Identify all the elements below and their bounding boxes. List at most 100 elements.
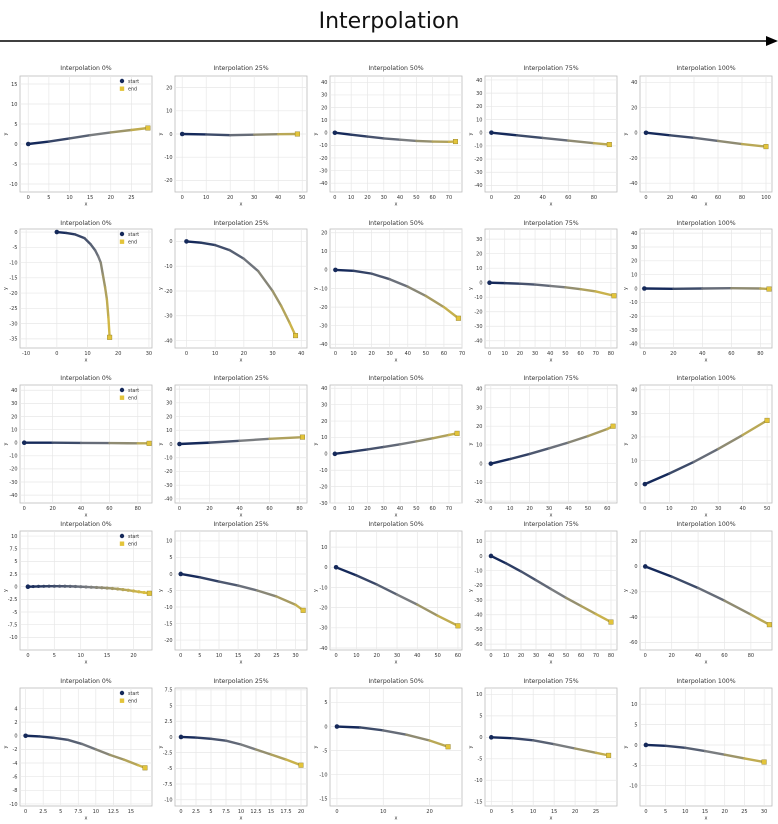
y-tick-label: -40 [474, 183, 482, 189]
trajectory-segment [271, 289, 283, 308]
trajectory-segment [504, 562, 523, 573]
chart-panel: Interpolation 100% 0 20 40 60 80 20 0 -20 -40 -60 x… [623, 521, 773, 666]
legend-end-label: end [128, 239, 137, 245]
trajectory-segment [406, 285, 428, 298]
chart-title: Interpolation 0% [60, 220, 112, 227]
trajectory-segment [105, 297, 110, 319]
trajectory-segment [644, 131, 672, 137]
trajectory-segment [334, 566, 358, 577]
trajectory-segment [334, 268, 355, 273]
x-axis-label: x [85, 816, 88, 822]
y-axis-label: y [468, 745, 474, 748]
y-tick-label: -10 [319, 468, 327, 474]
y-tick-label: 0 [169, 572, 172, 578]
y-axis-label: y [3, 132, 9, 135]
x-tick-label: 5 [664, 809, 667, 815]
x-axis-label: x [240, 202, 243, 208]
end-marker [455, 623, 461, 629]
x-tick-label: 30 [269, 351, 275, 357]
end-marker [761, 759, 767, 765]
trajectory-segment [528, 447, 551, 456]
x-tick-label: 80 [608, 351, 614, 357]
y-tick-label: 20 [321, 105, 327, 111]
trajectory-segment [178, 441, 211, 446]
y-tick-label: 10 [476, 443, 482, 449]
x-tick-label: 30 [251, 195, 257, 201]
trajectory-segment [398, 440, 418, 446]
x-tick-label: 50 [299, 195, 305, 201]
chart-panel: Interpolation 75% 0 10 20 30 40 50 60 -20 -10 0 10 2… [468, 375, 618, 519]
start-marker [487, 280, 492, 285]
trajectory-segment [579, 604, 598, 616]
start-marker [642, 481, 648, 487]
x-tick-label: 20 [514, 195, 520, 201]
x-tick-label: 80 [757, 351, 763, 357]
y-tick-label: 40 [321, 80, 327, 86]
trajectory-segment [552, 743, 577, 750]
legend-start-swatch [119, 533, 125, 539]
y-axis-label: y [468, 132, 474, 135]
x-tick-label: 15 [551, 809, 557, 815]
trajectory-segment [370, 272, 391, 281]
plot-area [19, 75, 153, 193]
plot-area [484, 687, 618, 807]
trajectory-segment [242, 257, 260, 273]
y-tick-label: -10 [9, 454, 17, 460]
trajectory-segment [503, 281, 522, 285]
chart-title: Interpolation 25% [213, 375, 268, 382]
x-tick-label: 15 [104, 653, 110, 659]
trajectory-segment [366, 445, 385, 451]
trajectory-point [89, 585, 93, 589]
x-tick-label: 60 [578, 653, 584, 659]
y-tick-label: 0 [634, 743, 637, 749]
y-tick-label: -10 [319, 585, 327, 591]
trajectory-segment [592, 142, 611, 146]
x-tick-label: 20 [668, 653, 674, 659]
x-tick-label: 10 [238, 809, 244, 815]
trajectory-point [58, 584, 62, 588]
x-tick-label: 0 [335, 809, 338, 815]
x-tick-label: 20 [241, 351, 247, 357]
x-tick-label: 10 [350, 351, 356, 357]
trajectory-segment [415, 139, 434, 143]
y-tick-label: 0 [324, 724, 327, 730]
trajectory-segment [89, 243, 97, 252]
x-tick-label: 30 [292, 653, 298, 659]
trajectory-point [116, 587, 120, 591]
x-tick-label: 0 [490, 809, 493, 815]
x-tick-label: 10 [502, 351, 508, 357]
y-axis-label: y [313, 442, 319, 445]
y-tick-label: -10 [319, 286, 327, 292]
y-tick-label: 10 [321, 249, 327, 255]
x-tick-label: 10 [203, 195, 209, 201]
y-tick-label: -30 [164, 314, 172, 320]
end-marker [454, 430, 460, 436]
y-tick-label: 0 [14, 734, 17, 740]
x-tick-label: 60 [728, 351, 734, 357]
y-axis-label: y [313, 132, 319, 135]
start-marker [643, 742, 649, 748]
end-marker [763, 144, 769, 150]
trajectory-segment [684, 746, 707, 753]
x-axis-label: x [395, 660, 398, 666]
x-tick-label: 20 [722, 809, 728, 815]
y-tick-label: 30 [631, 245, 637, 251]
chart-panel: Interpolation 50% 0 10 20 30 40 50 60 70 -30 -20 -1… [313, 375, 463, 519]
y-tick-label: 5 [324, 700, 327, 706]
trajectory-segment [269, 753, 288, 761]
x-tick-label: 40 [695, 653, 701, 659]
end-marker [145, 125, 151, 131]
y-axis-label: y [3, 589, 9, 592]
trajectory-segment [257, 269, 274, 293]
x-tick-label: 50 [563, 653, 569, 659]
x-tick-label: 40 [699, 351, 705, 357]
y-tick-label: -20 [9, 291, 17, 297]
x-tick-label: 10 [216, 653, 222, 659]
y-tick-label: -30 [9, 480, 17, 486]
x-tick-label: 20 [130, 653, 136, 659]
chart-title: Interpolation 50% [368, 375, 423, 382]
y-tick-label: 40 [631, 388, 637, 394]
trajectory-segment [567, 434, 590, 444]
x-tick-label: 70 [446, 195, 452, 201]
plot-area [484, 384, 618, 504]
